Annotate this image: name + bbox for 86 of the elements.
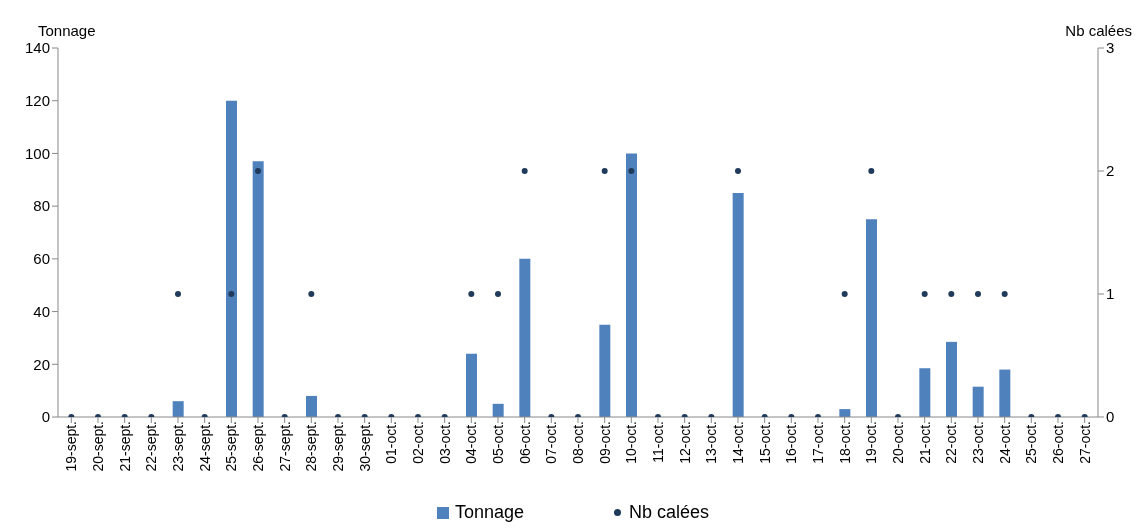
bar	[946, 341, 957, 417]
bar	[626, 153, 637, 417]
x-tick-label: 25-sept.	[223, 421, 240, 472]
x-tick-label: 09-oct.	[596, 421, 613, 464]
y-tick-label: 40	[33, 302, 50, 320]
point	[308, 291, 315, 297]
x-tick-label: 23-oct.	[969, 421, 986, 464]
x-tick-label: 19-sept.	[63, 421, 80, 472]
point	[468, 291, 475, 297]
y-tick-label: 140	[24, 39, 50, 57]
y-axis-title: Tonnage	[38, 22, 96, 39]
point	[868, 168, 875, 174]
bar	[519, 258, 531, 417]
point	[975, 291, 981, 297]
bar	[252, 161, 264, 417]
bar	[599, 324, 611, 417]
x-tick-label: 12-oct.	[676, 421, 693, 464]
y-tick-label: 60	[33, 250, 50, 268]
bar	[866, 219, 877, 417]
point	[495, 291, 501, 297]
bar	[972, 386, 984, 417]
x-tick-label: 11-oct.	[649, 421, 666, 463]
x-tick-label: 21-sept.	[116, 421, 133, 472]
point	[735, 168, 741, 174]
x-tick-label: 07-oct.	[543, 421, 560, 464]
x-tick-label: 29-sept.	[329, 421, 346, 472]
bar	[492, 403, 504, 417]
x-tick-label: 20-oct.	[889, 421, 906, 464]
x-tick-label: 20-sept.	[89, 421, 106, 472]
point	[921, 291, 928, 297]
y2-axis-title: Nb calées	[1065, 22, 1132, 39]
x-tick-label: 08-oct.	[569, 421, 586, 464]
point	[628, 168, 635, 174]
bar	[226, 100, 237, 417]
y-tick-label: 20	[33, 355, 50, 373]
x-tick-label: 14-oct.	[729, 421, 746, 464]
y2-tick-label: 0	[1106, 408, 1115, 426]
y2-tick-label: 2	[1106, 162, 1115, 180]
x-tick-label: 04-oct.	[463, 421, 480, 464]
x-tick-label: 17-oct.	[809, 421, 826, 464]
x-tick-label: 03-oct.	[436, 421, 453, 464]
x-tick-label: 13-oct.	[703, 421, 720, 464]
point	[1001, 291, 1008, 297]
bar	[466, 353, 477, 417]
x-tick-label: 22-sept.	[143, 421, 160, 472]
x-tick-label: 24-sept.	[196, 421, 213, 472]
x-tick-label: 21-oct.	[916, 421, 933, 464]
x-tick-label: 28-sept.	[303, 421, 320, 472]
point	[841, 291, 848, 297]
bar	[999, 369, 1011, 417]
point	[255, 168, 261, 174]
point	[948, 291, 955, 297]
x-tick-label: 18-oct.	[836, 421, 853, 464]
point	[175, 291, 181, 297]
x-tick-label: 05-oct.	[489, 421, 506, 464]
y-tick-label: 120	[24, 92, 50, 110]
y-tick-label: 100	[24, 144, 50, 162]
x-tick-label: 10-oct.	[623, 421, 640, 464]
x-tick-label: 15-oct.	[756, 421, 773, 464]
x-tick-label: 24-oct.	[996, 421, 1013, 464]
x-tick-label: 25-oct.	[1023, 421, 1040, 464]
point	[228, 291, 235, 297]
x-tick-label: 26-sept.	[249, 421, 266, 472]
y-tick-label: 0	[41, 408, 50, 426]
x-tick-label: 01-oct.	[383, 421, 400, 464]
y-tick-label: 80	[33, 197, 50, 215]
bar	[172, 401, 184, 417]
x-tick-label: 06-oct.	[516, 421, 533, 464]
x-tick-label: 16-oct.	[783, 421, 800, 464]
legend-label: Tonnage	[454, 502, 525, 523]
bar	[732, 192, 744, 417]
y2-tick-label: 1	[1106, 285, 1115, 303]
point	[601, 168, 608, 174]
bar	[919, 368, 931, 417]
x-tick-label: 26-oct.	[1049, 421, 1066, 464]
x-tick-label: 19-oct.	[863, 421, 880, 464]
point	[521, 168, 528, 174]
x-tick-label: 22-oct.	[943, 421, 960, 464]
x-tick-label: 02-oct.	[409, 421, 426, 464]
y2-tick-label: 3	[1106, 39, 1115, 57]
legend-label: Nb calées	[629, 502, 710, 523]
x-tick-label: 30-sept.	[356, 421, 373, 472]
bar	[306, 395, 317, 417]
x-tick-label: 23-sept.	[169, 421, 186, 472]
x-tick-label: 27-oct.	[1076, 421, 1093, 464]
x-tick-label: 27-sept.	[276, 421, 293, 472]
